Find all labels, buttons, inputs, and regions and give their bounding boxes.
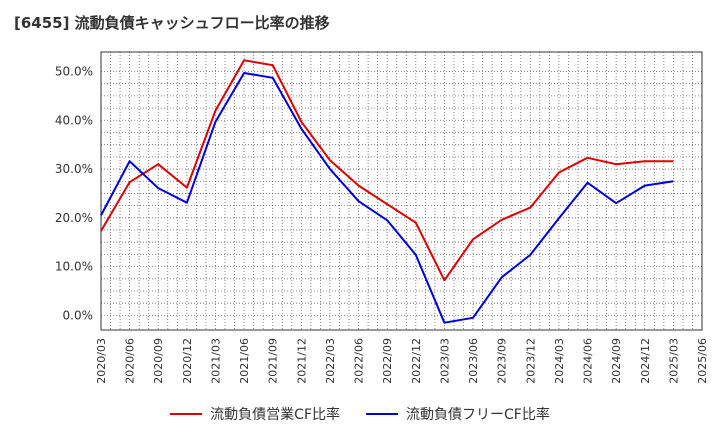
legend-label-free-cf: 流動負債フリーCF比率 <box>406 407 550 423</box>
y-tick-label: 0.0% <box>63 308 94 322</box>
y-tick-label: 40.0% <box>55 113 93 127</box>
x-tick-label: 2020/03 <box>95 338 108 384</box>
legend-swatch-free-cf <box>366 413 398 415</box>
x-tick-label: 2023/12 <box>524 338 537 384</box>
series-line-free-cf <box>100 72 674 324</box>
x-tick-label: 2023/03 <box>438 338 451 384</box>
x-tick-label: 2024/06 <box>582 338 595 384</box>
x-tick-label: 2021/09 <box>267 338 280 384</box>
x-tick-label: 2023/09 <box>496 338 509 384</box>
x-tick-label: 2022/09 <box>381 338 394 384</box>
x-tick-label: 2025/06 <box>696 338 709 384</box>
x-tick-label: 2022/03 <box>324 338 337 384</box>
x-tick-label: 2020/12 <box>181 338 194 384</box>
legend-label-operating-cf: 流動負債営業CF比率 <box>210 407 340 423</box>
legend-item-free-cf: 流動負債フリーCF比率 <box>366 404 550 424</box>
chart-legend: 流動負債営業CF比率 流動負債フリーCF比率 <box>0 404 720 424</box>
legend-swatch-operating-cf <box>170 413 203 415</box>
x-tick-label: 2022/06 <box>353 338 366 384</box>
x-tick-label: 2021/06 <box>238 338 251 384</box>
x-tick-label: 2024/09 <box>610 338 623 384</box>
x-tick-label: 2022/12 <box>410 338 423 384</box>
y-tick-label: 50.0% <box>55 65 93 79</box>
plot-area <box>101 52 702 330</box>
x-tick-label: 2024/12 <box>639 338 652 384</box>
x-tick-label: 2021/03 <box>209 338 222 384</box>
x-tick-label: 2021/12 <box>295 338 308 384</box>
series-line-operating-cf <box>100 59 674 282</box>
legend-item-operating-cf: 流動負債営業CF比率 <box>170 404 340 424</box>
x-tick-label: 2025/03 <box>667 338 680 384</box>
y-tick-label: 10.0% <box>55 260 93 274</box>
y-tick-label: 20.0% <box>55 211 93 225</box>
y-tick-label: 30.0% <box>55 162 93 176</box>
x-tick-label: 2024/03 <box>553 338 566 384</box>
x-tick-label: 2020/06 <box>124 338 137 384</box>
x-tick-label: 2020/09 <box>152 338 165 384</box>
plot-border <box>100 51 703 331</box>
chart-title: [6455] 流動負債キャッシュフロー比率の推移 <box>14 14 330 32</box>
x-tick-label: 2023/06 <box>467 338 480 384</box>
